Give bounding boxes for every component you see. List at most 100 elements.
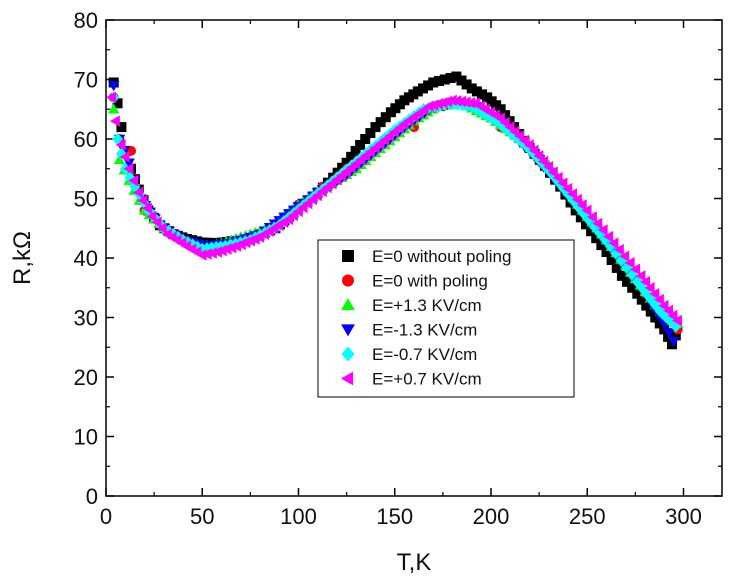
data-point xyxy=(567,188,578,200)
data-point xyxy=(504,121,515,133)
data-point xyxy=(571,193,582,206)
data-point xyxy=(370,122,381,133)
data-point xyxy=(471,86,482,97)
data-point xyxy=(355,139,366,150)
data-point xyxy=(580,219,591,230)
data-point xyxy=(552,171,563,184)
data-point xyxy=(137,194,148,207)
data-point xyxy=(575,212,586,223)
data-point xyxy=(653,293,664,306)
data-point xyxy=(201,248,212,260)
data-point xyxy=(509,125,520,138)
data-point xyxy=(112,132,124,146)
series-5 xyxy=(106,91,682,327)
data-point xyxy=(412,86,423,97)
data-point xyxy=(141,202,152,215)
data-point xyxy=(109,115,120,127)
y-tick-label: 60 xyxy=(74,127,98,152)
data-point xyxy=(428,99,439,111)
data-point xyxy=(547,166,558,178)
y-tick-label: 0 xyxy=(86,484,98,509)
x-tick-label: 150 xyxy=(376,504,413,529)
data-point xyxy=(641,300,652,311)
legend-entry-label: E=+0.7 KV/cm xyxy=(372,370,482,389)
data-point xyxy=(423,80,434,91)
data-point xyxy=(636,294,647,305)
data-point xyxy=(505,126,517,140)
data-point xyxy=(123,163,134,175)
y-tick-label: 70 xyxy=(74,68,98,93)
x-axis: 0 50 100 150 200 250 300 xyxy=(100,20,702,529)
legend-marker xyxy=(341,324,355,337)
data-point xyxy=(439,74,450,85)
x-tick-label: 300 xyxy=(665,504,702,529)
data-point xyxy=(662,304,673,317)
data-point xyxy=(557,177,568,189)
data-point xyxy=(538,155,549,168)
data-point xyxy=(663,331,674,342)
data-point xyxy=(119,151,130,163)
data-point xyxy=(570,205,581,216)
data-point xyxy=(132,186,143,199)
data-point xyxy=(146,210,157,223)
y-tick-label: 50 xyxy=(74,187,98,212)
data-point xyxy=(494,112,505,124)
data-point xyxy=(417,83,428,94)
legend-marker xyxy=(341,371,354,386)
data-point xyxy=(608,237,619,249)
legend-entry-label: E=0 without poling xyxy=(372,247,511,266)
data-point xyxy=(116,122,127,133)
data-point xyxy=(156,222,167,234)
data-point xyxy=(622,276,633,287)
legend: E=0 without poling E=0 with poling E=+1.3 … xyxy=(317,239,575,398)
data-point xyxy=(113,154,126,165)
data-point xyxy=(586,226,597,237)
legend-entry-label: E=-1.3 KV/cm xyxy=(372,321,477,340)
data-point xyxy=(667,309,678,322)
legend-entry-label: E=+1.3 KV/cm xyxy=(372,296,482,315)
y-tick-label: 40 xyxy=(74,246,98,271)
data-point xyxy=(460,96,471,108)
data-point xyxy=(196,249,207,261)
data-point xyxy=(627,282,638,293)
data-point xyxy=(455,95,466,108)
data-point xyxy=(456,75,467,86)
data-point xyxy=(477,89,488,100)
legend-marker xyxy=(342,250,354,262)
data-point xyxy=(341,157,352,168)
data-point xyxy=(380,112,391,123)
y-tick-label: 30 xyxy=(74,306,98,331)
data-point xyxy=(437,96,448,109)
data-point xyxy=(606,254,617,265)
data-point xyxy=(668,337,680,348)
data-point xyxy=(451,95,462,107)
data-point xyxy=(428,77,439,88)
data-point xyxy=(461,79,472,90)
data-point xyxy=(581,204,592,217)
x-tick-label: 50 xyxy=(190,504,214,529)
data-point xyxy=(644,282,655,294)
data-point xyxy=(666,339,677,350)
data-point xyxy=(107,103,120,114)
x-tick-label: 250 xyxy=(569,504,606,529)
data-point xyxy=(562,182,573,195)
data-point xyxy=(528,144,539,157)
data-point xyxy=(128,174,139,187)
data-point xyxy=(451,71,462,82)
y-tick-label: 80 xyxy=(74,8,98,33)
data-point xyxy=(619,250,630,262)
data-point xyxy=(123,158,135,169)
data-point xyxy=(365,128,376,139)
data-point xyxy=(514,130,525,142)
data-point xyxy=(592,217,603,230)
data-point xyxy=(670,330,681,341)
data-point xyxy=(107,81,120,92)
data-point xyxy=(630,263,641,276)
data-point xyxy=(586,211,597,223)
legend-box xyxy=(317,239,575,398)
data-point xyxy=(597,224,608,236)
data-point xyxy=(658,299,669,312)
data-point xyxy=(613,243,624,256)
data-point xyxy=(576,199,587,211)
